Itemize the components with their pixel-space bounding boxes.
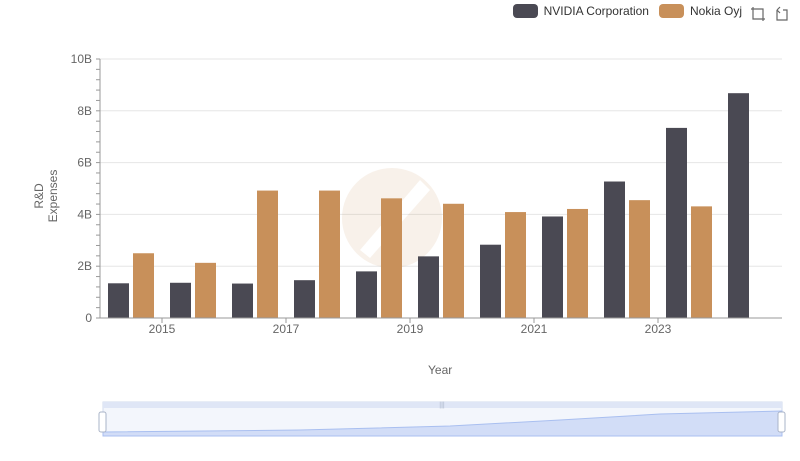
y-tick-label: 2B bbox=[77, 259, 92, 273]
legend-swatch-nokia bbox=[658, 4, 684, 18]
zoom-reset-icon[interactable] bbox=[774, 6, 790, 22]
x-tick-label: 2021 bbox=[521, 322, 548, 336]
bar-nokia-2022[interactable] bbox=[629, 200, 650, 318]
bar-nokia-2015[interactable] bbox=[195, 262, 216, 318]
range-handle-left[interactable] bbox=[98, 411, 107, 433]
range-slider[interactable]: ||| bbox=[98, 401, 786, 437]
range-slider-preview bbox=[102, 410, 783, 437]
y-axis: 0 2B 4B 6B 8B 10B bbox=[71, 52, 101, 325]
bar-nvidia-2014[interactable] bbox=[108, 283, 129, 318]
legend-label-nvidia: NVIDIA Corporation bbox=[543, 4, 649, 18]
bar-nvidia-2018[interactable] bbox=[356, 271, 377, 318]
bar-nvidia-2015[interactable] bbox=[170, 282, 191, 318]
bar-nvidia-2016[interactable] bbox=[232, 283, 253, 318]
bar-nokia-2014[interactable] bbox=[133, 253, 154, 318]
bar-nokia-2016[interactable] bbox=[257, 190, 278, 318]
y-tick-label: 8B bbox=[77, 104, 92, 118]
x-tick-label: 2019 bbox=[397, 322, 424, 336]
x-tick-label: 2015 bbox=[149, 322, 176, 336]
zoom-select-icon[interactable] bbox=[750, 6, 766, 22]
bar-nokia-2018[interactable] bbox=[381, 198, 402, 318]
bar-nokia-2020[interactable] bbox=[505, 212, 526, 318]
legend-item-nvidia[interactable]: NVIDIA Corporation bbox=[512, 4, 649, 18]
x-axis-title: Year bbox=[428, 363, 453, 377]
range-handle-right[interactable] bbox=[777, 411, 786, 433]
range-grip-icon[interactable]: ||| bbox=[439, 402, 445, 409]
y-tick-label: 4B bbox=[77, 207, 92, 221]
bar-nvidia-2020[interactable] bbox=[480, 244, 501, 318]
bar-nokia-2021[interactable] bbox=[567, 208, 588, 318]
legend-label-nokia: Nokia Oyj bbox=[689, 4, 742, 18]
bar-nvidia-2023[interactable] bbox=[666, 127, 687, 318]
bar-nokia-2017[interactable] bbox=[319, 190, 340, 318]
y-axis-title: R&D Expenses bbox=[32, 169, 60, 223]
range-slider-selection[interactable] bbox=[103, 402, 782, 408]
y-tick-label: 10B bbox=[71, 52, 92, 66]
bar-nvidia-2024[interactable] bbox=[728, 93, 749, 318]
chart-toolbar bbox=[750, 6, 790, 22]
legend-item-nokia[interactable]: Nokia Oyj bbox=[658, 4, 742, 18]
bar-nokia-2023[interactable] bbox=[691, 206, 712, 318]
bar-nvidia-2022[interactable] bbox=[604, 181, 625, 318]
bar-nvidia-2021[interactable] bbox=[542, 216, 563, 318]
x-axis: 2015 2017 2019 2021 2023 bbox=[100, 317, 782, 336]
y-tick-label: 0 bbox=[85, 311, 92, 325]
legend: NVIDIA Corporation Nokia Oyj bbox=[512, 4, 742, 18]
bar-nvidia-2017[interactable] bbox=[294, 280, 315, 318]
legend-swatch-nvidia bbox=[512, 4, 538, 18]
bars-group bbox=[108, 93, 749, 318]
x-tick-label: 2023 bbox=[645, 322, 672, 336]
x-tick-label: 2017 bbox=[273, 322, 300, 336]
y-tick-label: 6B bbox=[77, 156, 92, 170]
bar-nokia-2019[interactable] bbox=[443, 203, 464, 318]
bar-nvidia-2019[interactable] bbox=[418, 256, 439, 318]
